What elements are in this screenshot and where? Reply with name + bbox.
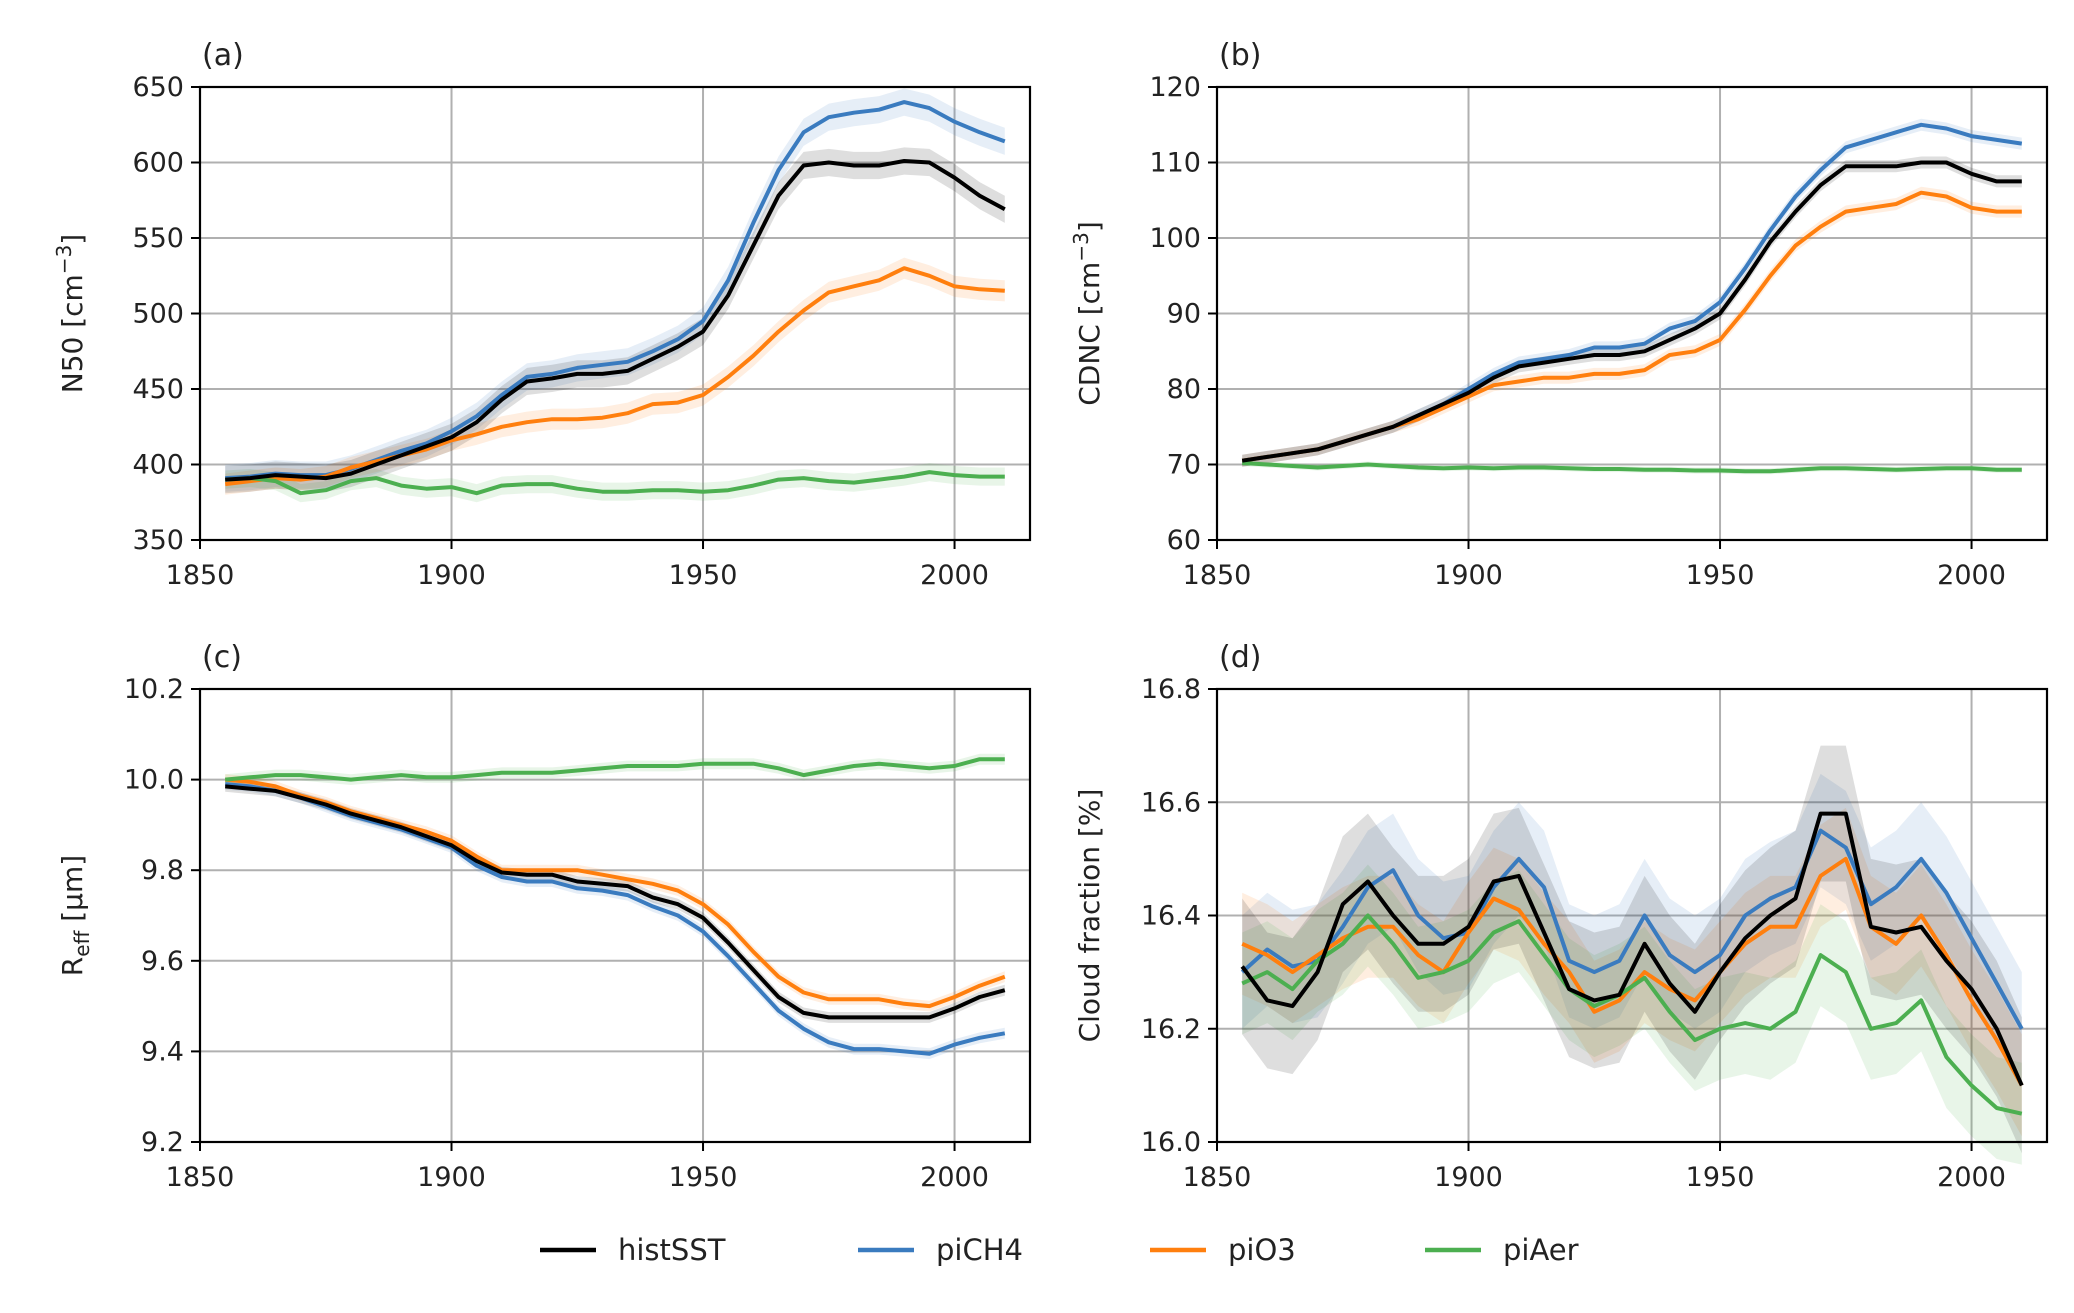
panel-label: (a) [202, 38, 244, 73]
series-line-piO3 [224, 266, 1005, 487]
y-tick-label: 9.8 [141, 855, 184, 886]
legend-label: piCH4 [936, 1233, 1023, 1267]
x-tick-label: 1950 [1686, 1162, 1755, 1193]
series-line-piCH4 [1241, 122, 2023, 463]
y-tick-label: 500 [132, 299, 184, 330]
series-line-histSST [225, 159, 1006, 482]
legend-label: piO3 [1228, 1233, 1296, 1267]
x-tick-label: 1900 [417, 1162, 486, 1193]
panel-label: (d) [1219, 640, 1261, 675]
y-axis-label: Reff [µm] [56, 855, 94, 976]
y-tick-label: 350 [132, 525, 184, 556]
x-tick-label: 2000 [920, 560, 989, 591]
series-line-piO3 [1241, 190, 2022, 463]
legend-entry-piO3: piO3 [1150, 1233, 1296, 1267]
panel-a: 1850 1900 1950 2000 350 400 450 500 550 600 650 (a)… [52, 38, 1032, 591]
y-tick-label: 400 [132, 450, 184, 481]
y-tick-label: 600 [132, 148, 184, 179]
x-tick-label: 1900 [417, 560, 486, 591]
y-tick-label: 16.6 [1141, 787, 1201, 818]
y-tick-label: 70 [1167, 450, 1201, 481]
x-tick-label: 2000 [1937, 1162, 2006, 1193]
series-line-piAer [225, 470, 1005, 496]
x-tick-label: 1850 [1183, 1162, 1252, 1193]
y-tick-label: 9.4 [141, 1036, 184, 1067]
series-line-histSST [1240, 811, 2024, 1087]
y-tick-label: 10.0 [124, 765, 184, 796]
y-axis-label: N50 [cm−3] [52, 234, 89, 394]
axes-frame [198, 687, 1032, 1144]
legend-label: piAer [1503, 1233, 1579, 1267]
band-piCH4 [1242, 773, 2022, 1086]
legend-label: histSST [618, 1233, 726, 1267]
x-tick-label: 1900 [1434, 560, 1503, 591]
y-tick-label: 16.0 [1141, 1127, 1201, 1158]
y-tick-label: 550 [132, 223, 184, 254]
y-tick-label: 10.2 [124, 674, 184, 705]
panel-d: 1850 1900 1950 2000 16.0 16.2 16.4 16.6 16.8 (d) C… [1073, 640, 2049, 1193]
y-tick-label: 9.6 [141, 946, 184, 977]
series-line-piAer [225, 757, 1005, 782]
panel-c: 1850 1900 1950 2000 9.2 9.4 9.6 9.8 10.0 10.2 (c) R… [56, 640, 1032, 1193]
y-axis-label: Cloud fraction [%] [1073, 789, 1106, 1043]
x-tick-label: 2000 [1937, 560, 2006, 591]
x-tick-label: 1950 [669, 1162, 738, 1193]
series-line-piCH4 [225, 782, 1006, 1056]
legend-entry-histSST: histSST [540, 1233, 726, 1267]
band-piCH4 [225, 88, 1005, 492]
y-tick-label: 16.2 [1141, 1014, 1201, 1045]
band-histSST [1242, 745, 2022, 1154]
y-tick-label: 90 [1167, 299, 1201, 330]
y-tick-label: 9.2 [141, 1127, 184, 1158]
x-tick-label: 1950 [1686, 560, 1755, 591]
y-tick-label: 110 [1149, 148, 1201, 179]
legend-entry-piCH4: piCH4 [858, 1233, 1023, 1267]
y-tick-label: 450 [132, 374, 184, 405]
band-piAer [225, 463, 1005, 503]
y-axis-label: CDNC [cm−3] [1069, 221, 1106, 406]
y-tick-label: 60 [1167, 525, 1201, 556]
band-piAer [1242, 460, 2022, 475]
legend-entry-piAer: piAer [1425, 1233, 1579, 1267]
x-tick-label: 1850 [166, 560, 235, 591]
x-tick-label: 1850 [166, 1162, 235, 1193]
y-tick-label: 120 [1149, 72, 1201, 103]
series-line-histSST [225, 784, 1006, 1020]
panel-b: 1850 1900 1950 2000 60 70 80 90 100 110 120 (b) CDNC… [1069, 38, 2049, 591]
x-tick-label: 2000 [920, 1162, 989, 1193]
y-tick-label: 16.8 [1141, 674, 1201, 705]
y-tick-label: 100 [1149, 223, 1201, 254]
legend: histSST piCH4 piO3 piAer [540, 1233, 1579, 1267]
x-tick-label: 1850 [1183, 560, 1252, 591]
y-tick-label: 650 [132, 72, 184, 103]
x-tick-label: 1950 [669, 560, 738, 591]
series-line-piAer [1242, 461, 2022, 474]
band-piO3 [225, 257, 1005, 495]
series-line-piO3 [225, 777, 1006, 1009]
band-piO3 [1242, 186, 2022, 467]
series-line-piAer [1241, 913, 2023, 1116]
panel-label: (b) [1219, 38, 1261, 73]
chart-panels: 1850 1900 1950 2000 350 400 450 500 550 600 650 (a)… [52, 38, 2049, 1193]
series-line-histSST [1241, 160, 2022, 463]
y-tick-label: 16.4 [1141, 901, 1201, 932]
y-tick-label: 80 [1167, 374, 1201, 405]
band-piAer [1242, 864, 2022, 1165]
x-tick-label: 1900 [1434, 1162, 1503, 1193]
panel-label: (c) [202, 640, 242, 675]
band-histSST [225, 147, 1005, 494]
